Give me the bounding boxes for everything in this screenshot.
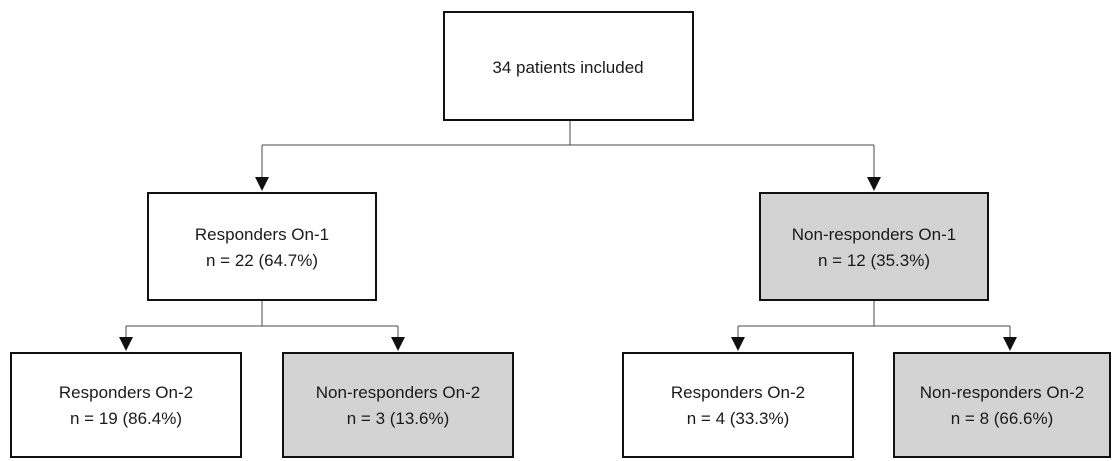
nonresponders-on2-count-b: n = 8 (66.6%) xyxy=(951,409,1054,428)
arrow-to-responders-on2-b xyxy=(731,337,745,351)
arrow-to-responders-on2-a xyxy=(119,337,133,351)
connectors-root xyxy=(255,120,881,191)
responders-on1-label: Responders On-1 xyxy=(195,225,329,244)
nonresponders-on2-count-a: n = 3 (13.6%) xyxy=(347,409,450,428)
nonresponders-on1-node: Non-responders On-1 n = 12 (35.3%) xyxy=(759,192,989,301)
nonresponders-on2-box-a xyxy=(282,352,514,458)
responders-on2-box-a xyxy=(10,352,242,458)
responders-on2-label-a: Responders On-2 xyxy=(59,383,193,402)
nonresponders-on1-label: Non-responders On-1 xyxy=(792,225,956,244)
root-label: 34 patients included xyxy=(492,58,643,77)
nonresponders-on2-node-b: Non-responders On-2 n = 8 (66.6%) xyxy=(893,352,1111,458)
arrow-to-nonresponders-on2-b xyxy=(1003,337,1017,351)
responders-on2-count-b: n = 4 (33.3%) xyxy=(687,409,790,428)
responders-on2-box-b xyxy=(622,352,854,458)
responders-on2-node-a: Responders On-2 n = 19 (86.4%) xyxy=(10,352,242,458)
responders-on1-count: n = 22 (64.7%) xyxy=(206,251,318,270)
nonresponders-on1-box xyxy=(759,192,989,301)
nonresponders-on2-box-b xyxy=(893,352,1111,458)
responders-on1-node: Responders On-1 n = 22 (64.7%) xyxy=(147,192,377,301)
root-node: 34 patients included xyxy=(443,11,694,121)
nonresponders-on2-label-b: Non-responders On-2 xyxy=(920,383,1084,402)
arrow-to-nonresponders-on1 xyxy=(867,177,881,191)
responders-on1-box xyxy=(147,192,377,301)
nonresponders-on2-label-a: Non-responders On-2 xyxy=(316,383,480,402)
arrow-to-responders-on1 xyxy=(255,177,269,191)
responders-on2-label-b: Responders On-2 xyxy=(671,383,805,402)
nonresponders-on1-count: n = 12 (35.3%) xyxy=(818,251,930,270)
responders-on2-node-b: Responders On-2 n = 4 (33.3%) xyxy=(622,352,854,458)
responders-on2-count-a: n = 19 (86.4%) xyxy=(70,409,182,428)
nonresponders-on2-node-a: Non-responders On-2 n = 3 (13.6%) xyxy=(282,352,514,458)
arrow-to-nonresponders-on2-a xyxy=(391,337,405,351)
connectors-responders-branch xyxy=(119,300,405,351)
connectors-nonresponders-branch xyxy=(731,300,1017,351)
root-box xyxy=(443,11,694,121)
